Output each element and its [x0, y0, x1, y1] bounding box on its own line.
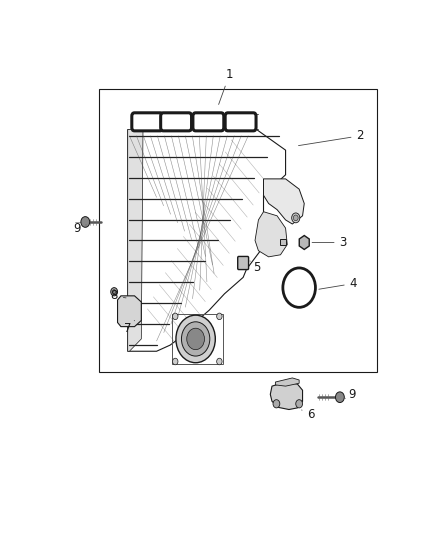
Circle shape: [81, 216, 90, 227]
Text: 5: 5: [250, 261, 261, 273]
Polygon shape: [270, 382, 303, 409]
Circle shape: [296, 400, 303, 408]
Text: 1: 1: [219, 68, 233, 104]
Polygon shape: [264, 179, 304, 224]
Text: 2: 2: [299, 130, 364, 146]
Circle shape: [187, 328, 205, 350]
Circle shape: [113, 290, 116, 294]
Text: 4: 4: [319, 277, 357, 290]
Text: 3: 3: [312, 236, 347, 249]
Circle shape: [173, 313, 178, 320]
Circle shape: [173, 358, 178, 365]
Circle shape: [217, 313, 222, 320]
Polygon shape: [128, 127, 143, 351]
FancyBboxPatch shape: [161, 113, 191, 131]
FancyBboxPatch shape: [225, 113, 256, 131]
Bar: [280, 239, 286, 245]
Text: 8: 8: [110, 289, 126, 302]
Polygon shape: [128, 130, 286, 351]
Circle shape: [111, 288, 117, 296]
Circle shape: [217, 358, 222, 365]
Polygon shape: [117, 296, 141, 327]
Text: 6: 6: [302, 408, 315, 422]
Circle shape: [293, 215, 298, 221]
Polygon shape: [276, 378, 299, 386]
Text: 7: 7: [124, 320, 134, 335]
FancyBboxPatch shape: [193, 113, 224, 131]
Text: 9: 9: [345, 388, 356, 401]
Circle shape: [181, 322, 210, 356]
Circle shape: [273, 400, 280, 408]
Polygon shape: [255, 212, 287, 257]
FancyBboxPatch shape: [132, 113, 162, 131]
Circle shape: [292, 213, 300, 223]
Text: 9: 9: [73, 222, 86, 235]
Circle shape: [336, 392, 344, 402]
FancyBboxPatch shape: [238, 256, 249, 270]
Circle shape: [176, 315, 215, 363]
Bar: [99, 88, 377, 372]
